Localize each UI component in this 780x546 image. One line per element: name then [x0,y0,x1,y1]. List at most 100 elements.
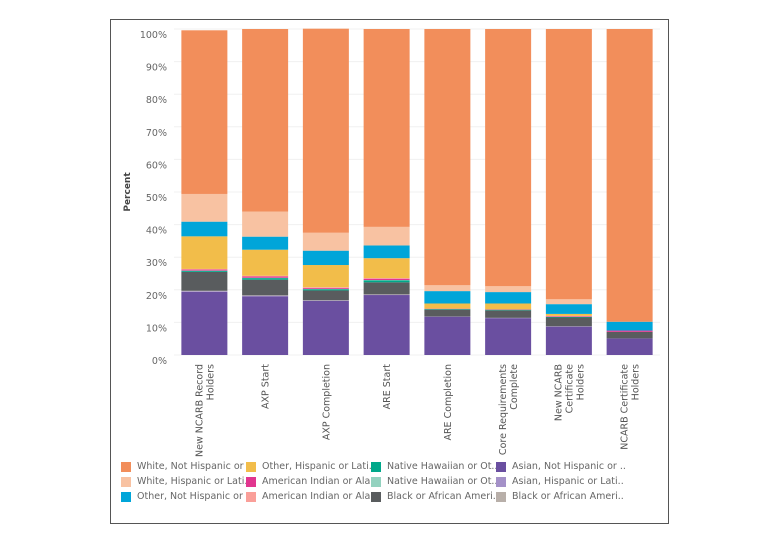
x-tick-label: ARE Completion [443,364,454,441]
bar-segment [424,291,471,304]
bar-segment [302,290,349,301]
bar-segment [606,321,653,331]
legend-item[interactable]: Asian, Hispanic or Lati.. [496,476,624,487]
bar-segment [242,279,289,296]
legend-label: American Indian or Ala.. [262,491,377,502]
bar-segment [363,278,410,281]
y-tick-label: 30% [146,258,167,269]
legend-item[interactable]: American Indian or Ala.. [246,476,376,487]
legend-label: Native Hawaiian or Ot.. [387,476,498,487]
bar-segment [545,29,592,300]
legend-swatch [121,476,131,487]
bar-segment [302,28,349,233]
bar-segment [606,330,653,332]
legend-label: Other, Not Hispanic or .. [137,491,252,502]
legend-item[interactable]: American Indian or Ala.. [246,491,376,502]
legend-label: American Indian or Ala.. [262,476,377,487]
y-tick-label: 60% [146,160,167,171]
legend-item[interactable]: Other, Not Hispanic or .. [121,491,252,502]
bar-segment [363,278,410,279]
bar-segment [181,236,228,269]
bar-segment [181,221,228,237]
bar-segment [545,299,592,305]
x-tick-label: Core Requirements [498,364,509,455]
legend-label: Asian, Not Hispanic or .. [512,461,626,472]
bar-segment [363,245,410,259]
x-tick-label: New NCARB Record [194,364,205,457]
legend-label: Other, Hispanic or Lati.. [262,461,375,472]
bar-segment [424,285,471,292]
legend-swatch [496,461,506,472]
bar-segment [242,278,289,280]
bar-segment [181,271,228,291]
y-tick-label: 20% [146,291,167,302]
y-tick-label: 0% [152,356,167,367]
legend-item[interactable]: Native Hawaiian or Ot.. [371,476,497,487]
bar-segment [181,269,228,271]
bar-segment [242,296,289,355]
legend-label: Asian, Hispanic or Lati.. [512,476,624,487]
bar-segment [181,291,228,292]
bar-segment [242,236,289,250]
x-tick-label: ARE Start [382,364,393,410]
legend-swatch [121,491,131,502]
bar-segment [606,331,653,339]
legend-item[interactable]: Black or African Ameri.. [371,491,499,502]
legend-swatch [496,491,506,502]
x-tick-label: NCARB Certificate [620,364,631,450]
bar-segment [606,338,653,355]
chart-frame [110,19,669,524]
legend-item[interactable]: White, Hispanic or Lati.. [121,476,250,487]
bar-segment [181,270,228,272]
legend-swatch [371,491,381,502]
bar-segment [424,29,471,286]
x-tick-label: New NCARB [553,364,564,421]
y-tick-label: 50% [146,193,167,204]
bar-segment [242,211,289,237]
x-tick-label: Holders [631,364,642,400]
bar-segment [424,309,471,317]
bar-segment [242,29,289,212]
y-axis-label: Percent [123,172,133,212]
bar-segment [485,303,532,310]
bar-segment [242,295,289,297]
bar-segment [363,226,410,246]
legend-swatch [121,461,131,472]
bar-segment [424,309,471,310]
bar-segment [302,232,349,251]
bar-segment [302,250,349,266]
legend-item[interactable]: White, Not Hispanic or .. [121,461,253,472]
bar-segment [545,313,592,316]
legend-label: Black or African Ameri.. [387,491,499,502]
legend-item[interactable]: Other, Hispanic or Lati.. [246,461,375,472]
bar-segment [302,287,349,289]
legend-item[interactable]: Native Hawaiian or Ot.. [371,461,497,472]
bar-segment [302,300,349,355]
bar-segment [363,282,410,295]
y-tick-label: 40% [146,226,167,237]
legend-item[interactable]: Asian, Not Hispanic or .. [496,461,626,472]
legend-swatch [496,476,506,487]
legend-swatch [371,461,381,472]
bar-segment [424,316,471,355]
bar-segment [363,258,410,279]
y-tick-label: 70% [146,128,167,139]
legend-swatch [246,461,256,472]
y-tick-label: 90% [146,63,167,74]
legend-label: White, Hispanic or Lati.. [137,476,251,487]
x-tick-label: Holders [575,364,586,400]
bar-segment [485,286,532,293]
y-tick-label: 80% [146,95,167,106]
legend-label: Black or African Ameri.. [512,491,624,502]
bar-segment [181,268,228,270]
bar-segment [363,295,410,355]
legend-label: Native Hawaiian or Ot.. [387,461,498,472]
bar-segment [242,276,289,278]
bar-segment [545,304,592,314]
bar-segment [242,249,289,276]
legend-item[interactable]: Black or African Ameri.. [496,491,624,502]
y-tick-label: 100% [140,30,167,41]
bar-segment [485,29,532,287]
bar-segment [545,316,592,317]
